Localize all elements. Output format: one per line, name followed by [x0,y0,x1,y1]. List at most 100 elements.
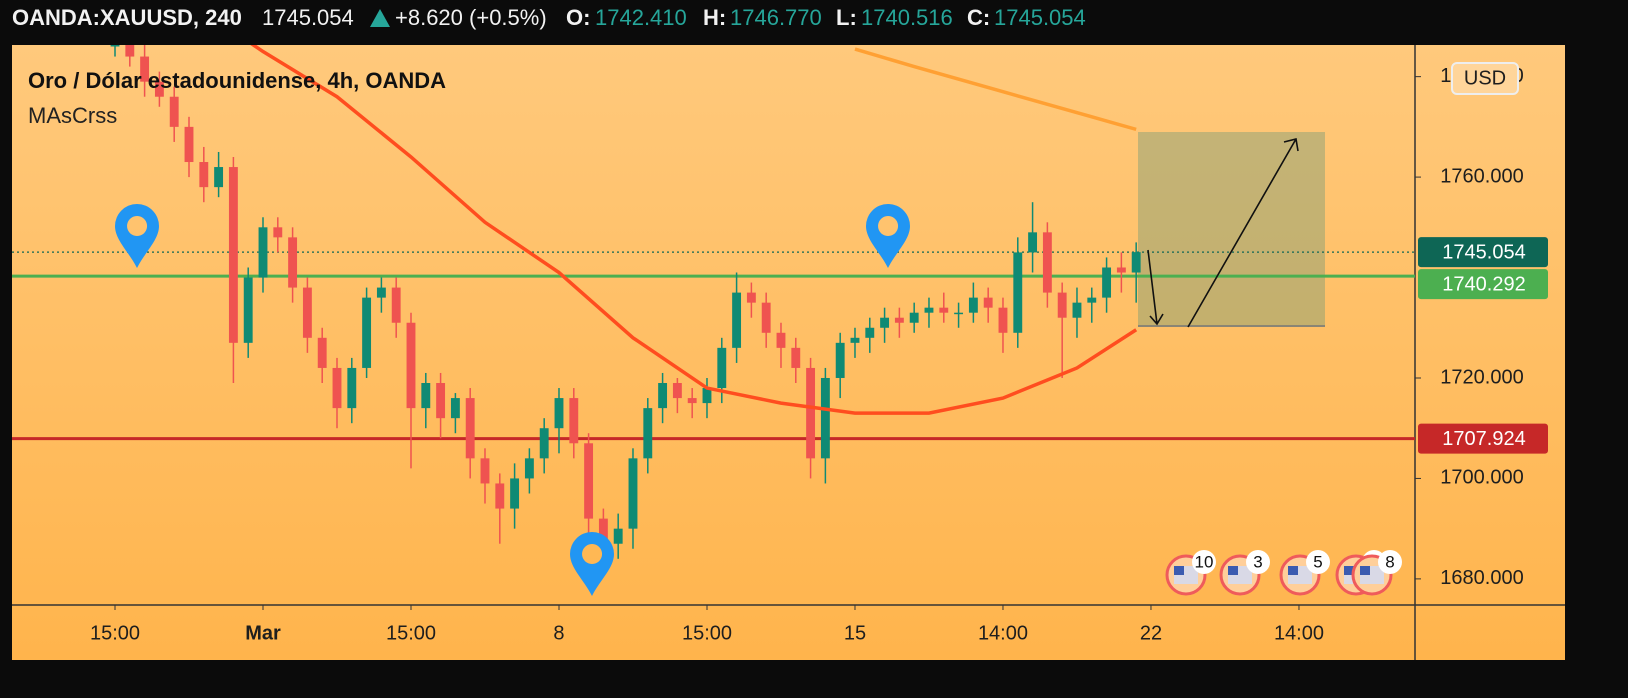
change: +8.620 (+0.5%) [395,5,547,30]
candle-body [140,56,150,82]
pin[interactable] [115,204,159,268]
candle-body [317,337,327,368]
chart-title: Oro / Dólar estadounidense, 4h, OANDA [28,68,446,93]
ohlc-label: C: [967,5,990,30]
event-flag [1228,566,1238,575]
candle-body [717,347,727,389]
candle-body [880,317,890,328]
candle-body [939,307,949,313]
candle-body [554,398,564,429]
event-flag [1344,566,1354,575]
last-price: 1745.054 [262,5,354,30]
candle-body [1028,232,1038,253]
candle-body [421,383,431,409]
candle-body [110,45,120,47]
pin[interactable] [570,532,614,596]
price-badge [1418,269,1548,300]
price-badge-label: 1740.292 [1442,273,1525,295]
x-tick-label: 14:00 [978,622,1028,644]
currency-label: USD [1464,67,1506,89]
candle-body [302,287,312,338]
candle-body [806,367,816,459]
x-tick-label: 8 [553,622,564,644]
x-tick-label: 15:00 [682,622,732,644]
event-flag [1360,566,1370,575]
candle-body [406,322,416,409]
event-count: 10 [1195,552,1214,571]
x-tick-label: 15:00 [90,622,140,644]
candle-body [598,518,608,544]
candle-body [495,483,505,509]
candle-body [436,383,446,419]
candle-body [125,45,135,57]
ohlc-value: 1742.410 [595,5,687,30]
candle-body [169,96,179,127]
candle-body [613,528,623,544]
candle-body [1042,232,1052,293]
x-tick-label: 14:00 [1274,622,1324,644]
candle-body [228,167,238,343]
ohlc-value: 1745.054 [994,5,1086,30]
candle-body [465,398,475,459]
candle-body [968,297,978,313]
candle-body [791,347,801,368]
candle-body [776,332,786,348]
ohlc-label: O: [566,5,590,30]
event-bubble [1306,550,1330,574]
candle-body [835,342,845,378]
candle-body [243,277,253,343]
y-tick-label: 1720.000 [1440,366,1523,388]
candle-body [732,292,742,348]
candle-body [362,297,372,368]
candle-body [391,287,401,323]
position-box [1138,132,1325,327]
indicator-name: MAsCrss [28,103,117,128]
candle-body [184,126,194,163]
candle-body [480,458,490,484]
price-badge [1418,423,1548,454]
x-tick-label: 22 [1140,622,1162,644]
candle-body [820,377,830,459]
event-count: 8 [1385,552,1394,571]
pin[interactable] [866,204,910,268]
y-tick-label: 1680.000 [1440,567,1523,589]
y-tick-label: 1760.000 [1440,165,1523,187]
candle-body [658,383,668,409]
candle-body [214,167,224,188]
symbol: OANDA:XAUUSD, 240 [12,5,242,30]
candle-body [1087,297,1097,303]
candle-body [954,312,964,315]
event-count: 5 [1313,552,1322,571]
y-tick-label: 1700.000 [1440,467,1523,489]
event-bubble [1192,550,1216,574]
chart-background [12,45,1565,660]
candle-body [909,312,919,323]
candle-body [894,317,904,323]
candle-body [539,428,549,459]
candle-body [865,327,875,338]
event-count: 3 [1253,552,1262,571]
candle-body [746,292,756,303]
candle-body [569,398,579,444]
x-tick-label: 15:00 [386,622,436,644]
candle-body [687,398,697,404]
candle-body [288,237,298,288]
candle-body [199,162,209,188]
ohlc-value: 1740.516 [861,5,953,30]
arrow [1147,249,1164,326]
plot-area [12,45,1415,564]
event-flag [1174,566,1184,575]
price-badge-label: 1745.054 [1442,241,1525,263]
candle-body [1102,267,1112,298]
price-badge [1418,237,1548,268]
candle-body [1131,252,1141,273]
x-tick-label: Mar [245,622,281,644]
overlay: 103558 [115,138,1402,596]
ohlc-label: L: [836,5,857,30]
candle-body [273,227,283,238]
candle-body [332,367,342,409]
candle-body [347,367,357,409]
candle-body [450,398,460,419]
currency-badge [1451,62,1519,95]
